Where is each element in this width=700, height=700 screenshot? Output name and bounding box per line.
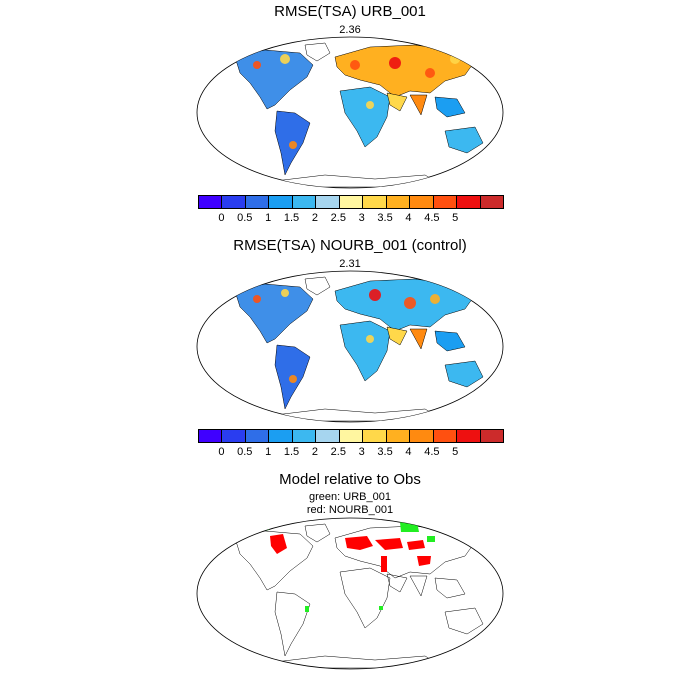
colorbar-tick-label: 5: [452, 212, 459, 224]
colorbar-swatch: [410, 196, 434, 208]
panel2-title: RMSE(TSA) NOURB_001 (control): [233, 237, 467, 254]
colorbar-swatch: [480, 196, 504, 208]
panel2-colorbar-ticks: 0 0.5 1 1.5 2 2.5 3 3.5 4 4.5 5: [198, 446, 502, 460]
colorbar-tick-label: 1: [265, 446, 272, 458]
colorbar-swatch: [363, 196, 387, 208]
colorbar-tick-label: 2.5: [330, 446, 346, 458]
colorbar-tick-label: 4: [405, 212, 412, 224]
panel2-colorbar: [198, 429, 504, 443]
colorbar-tick-label: 1.5: [283, 446, 300, 458]
colorbar-tick-label: 2: [311, 446, 318, 458]
colorbar-tick-label: 3: [358, 212, 365, 224]
colorbar-swatch: [292, 430, 317, 442]
colorbar-tick-label: 4.5: [424, 446, 440, 458]
colorbar-swatch: [457, 196, 481, 208]
colorbar-swatch: [410, 430, 434, 442]
panel3-legend-green: green: URB_001: [309, 491, 391, 503]
panel1-map: [196, 36, 504, 189]
colorbar-tick-label: 2.5: [330, 212, 346, 224]
colorbar-swatch: [269, 430, 293, 442]
colorbar-tick-label: 3.5: [377, 212, 393, 224]
colorbar-swatch: [386, 196, 411, 208]
panel1-title: RMSE(TSA) URB_001: [274, 3, 426, 20]
panel1-global-value: 2.36: [339, 24, 361, 36]
colorbar-swatch: [316, 430, 340, 442]
colorbar-swatch: [199, 430, 223, 442]
colorbar-swatch: [339, 430, 364, 442]
colorbar-swatch: [316, 196, 340, 208]
colorbar-swatch: [339, 196, 364, 208]
colorbar-swatch: [480, 430, 504, 442]
panel2-global-value: 2.31: [339, 258, 361, 270]
colorbar-tick-label: 0: [218, 446, 225, 458]
colorbar-swatch: [222, 430, 246, 442]
panel1-colorbar-ticks: 0 0.5 1 1.5 2 2.5 3 3.5 4 4.5 5: [198, 212, 502, 226]
colorbar-tick-label: 1: [265, 212, 272, 224]
colorbar-tick-label: 4: [405, 446, 412, 458]
colorbar-tick-label: 3: [358, 446, 365, 458]
colorbar-tick-label: 3.5: [377, 446, 393, 458]
colorbar-tick-label: 0.5: [237, 212, 253, 224]
panel2-map: [196, 270, 504, 423]
colorbar-tick-label: 4.5: [424, 212, 440, 224]
panel1-colorbar: [198, 195, 504, 209]
colorbar-swatch: [292, 196, 317, 208]
colorbar-tick-label: 1.5: [283, 212, 300, 224]
panel3-map: [196, 517, 504, 670]
colorbar-tick-label: 2: [311, 212, 318, 224]
colorbar-tick-label: 0: [218, 212, 225, 224]
colorbar-swatch: [386, 430, 411, 442]
colorbar-swatch: [433, 196, 458, 208]
colorbar-swatch: [457, 430, 481, 442]
colorbar-swatch: [199, 196, 223, 208]
colorbar-swatch: [245, 196, 270, 208]
panel3-title: Model relative to Obs: [279, 471, 421, 488]
colorbar-swatch: [245, 430, 270, 442]
colorbar-tick-label: 0.5: [237, 446, 253, 458]
colorbar-tick-label: 5: [452, 446, 459, 458]
colorbar-swatch: [269, 196, 293, 208]
colorbar-swatch: [363, 430, 387, 442]
colorbar-swatch: [433, 430, 458, 442]
panel3-legend-red: red: NOURB_001: [306, 504, 394, 516]
colorbar-swatch: [222, 196, 246, 208]
